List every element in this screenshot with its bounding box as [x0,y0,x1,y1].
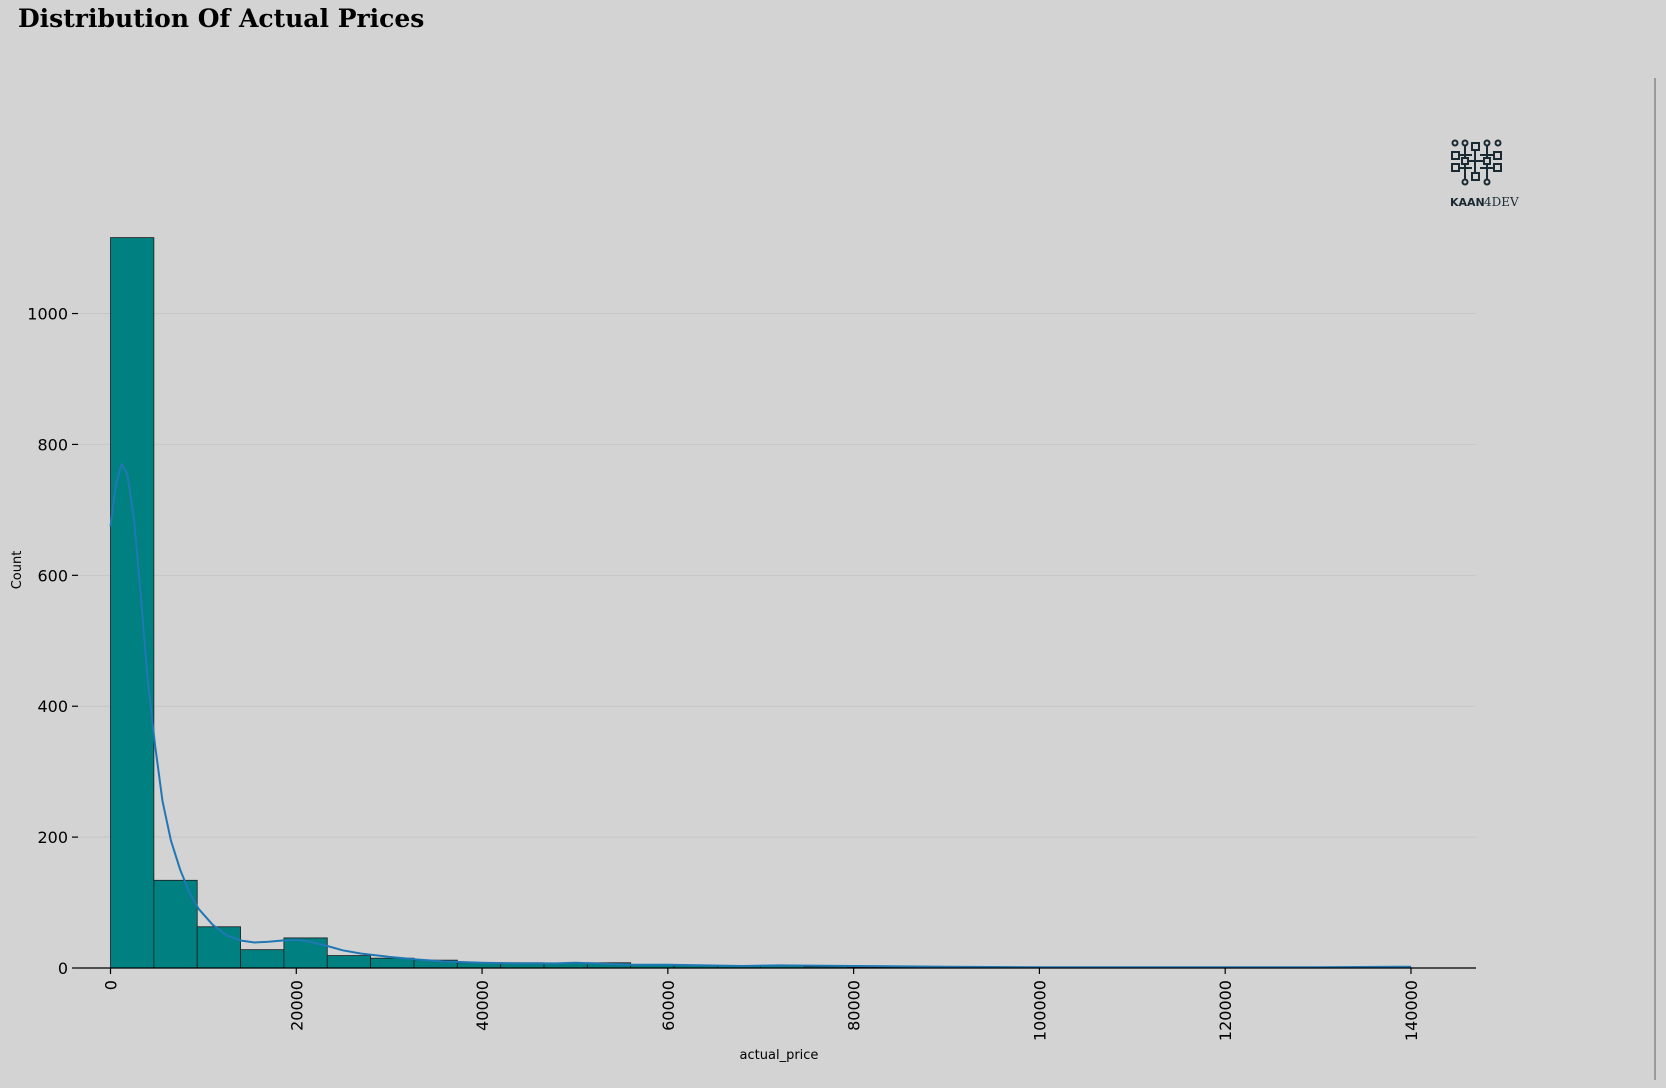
y-axis-label: Count [10,551,25,590]
histogram-bar [110,237,155,969]
histogram-bar [283,937,328,969]
circuit-brain-icon [1451,139,1502,186]
x-tick-label: 60000 [659,980,678,1031]
x-tick-label: 0 [102,980,121,990]
x-tick-label: 140000 [1402,980,1421,1041]
y-tick-label: 200 [37,828,68,847]
x-ticks: 0 20000 40000 60000 80000 100000 120000 140000 [102,968,1421,1041]
kde-curve [109,463,1412,969]
histogram-bars [110,237,1412,969]
grid-lines [78,313,1476,838]
y-tick-label: 1000 [27,305,68,324]
x-tick-label: 20000 [287,980,306,1031]
x-tick-label: 120000 [1216,980,1235,1041]
histogram-bar [240,949,285,969]
kaan4dev-logo: KAAN 4DEV [1450,139,1519,209]
logo-text-bold: KAAN [1450,196,1485,209]
y-tick-label: 600 [37,566,68,585]
x-tick-label: 40000 [473,980,492,1031]
chart-title: Distribution Of Actual Prices [18,4,425,33]
logo-text-light: 4DEV [1484,195,1519,209]
y-tick-label: 0 [58,959,68,978]
y-tick-label: 800 [37,435,68,454]
histogram-bar [326,955,372,969]
x-tick-label: 100000 [1030,980,1049,1041]
y-ticks: 0 200 400 600 800 1000 [27,305,78,978]
histogram-bar [196,926,241,969]
histogram-bar [370,957,415,969]
y-tick-label: 400 [37,697,68,716]
x-tick-label: 80000 [845,980,864,1031]
x-axis-label: actual_price [740,1048,819,1063]
kde-curve-group [109,463,1412,969]
